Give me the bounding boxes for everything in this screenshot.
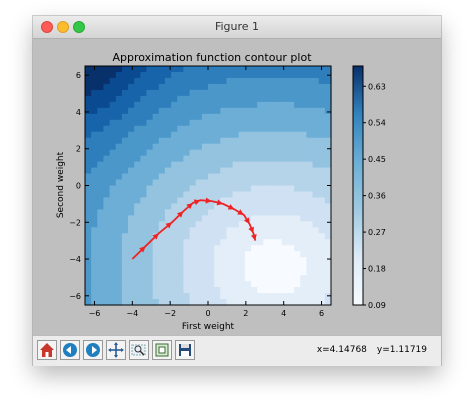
navigation-toolbar: x=4.14768 y=1.11719 (33, 335, 441, 366)
colorbar-tick-label: 0.09 (368, 301, 386, 310)
x-coordinate-readout: x=4.14768 (316, 345, 367, 355)
floppy-disk-icon (175, 340, 195, 360)
x-tick-label: −4 (126, 309, 138, 318)
zoom-rectangle-icon (129, 340, 149, 360)
colorbar-tick-label: 0.27 (368, 228, 386, 237)
window-title: Figure 1 (214, 20, 260, 33)
path-arrowhead (165, 222, 173, 229)
path-arrowhead (243, 217, 250, 225)
path-arrowhead (248, 226, 254, 234)
y-axis-label: Second weight (56, 151, 66, 218)
path-arrowhead (139, 246, 146, 253)
path-arrowhead (177, 211, 184, 218)
path-arrowhead (205, 197, 212, 204)
path-arrowhead (227, 204, 235, 210)
chart-title: Approximation function contour plot (112, 51, 312, 64)
back-button[interactable] (60, 340, 80, 360)
maximize-button[interactable] (73, 21, 85, 33)
path-arrowhead (216, 199, 224, 206)
subplots-icon (152, 340, 172, 360)
configure-subplots-button[interactable] (152, 340, 172, 360)
colorbar-tick-label: 0.18 (368, 265, 386, 274)
zoom-button[interactable] (129, 340, 149, 360)
y-coordinate-readout: y=1.11719 (376, 345, 427, 355)
contour-figure[interactable]: Approximation function contour plot −6 −4… (33, 39, 441, 335)
minimize-button[interactable] (57, 21, 69, 33)
save-button[interactable] (175, 340, 195, 360)
back-arrow-icon (60, 340, 80, 360)
y-tick-label: 0 (76, 182, 81, 191)
x-tick-label: −2 (164, 309, 176, 318)
y-tick-label: 2 (76, 145, 81, 154)
colorbar-ticks: 0.09 0.18 0.27 0.36 0.45 0.54 0.63 (363, 82, 386, 310)
x-axis-label: First weight (182, 322, 235, 332)
colorbar-tick-label: 0.54 (368, 119, 386, 128)
path-arrowhead (193, 199, 201, 206)
pan-arrows-icon (106, 340, 126, 360)
y-axis-ticks: −6 −4 −2 0 2 4 6 (69, 71, 331, 301)
home-button[interactable] (37, 340, 57, 360)
colorbar-tick-label: 0.63 (368, 82, 386, 91)
path-arrowhead (152, 233, 159, 240)
x-tick-label: 0 (205, 309, 210, 318)
figure-window: Figure 1 Approximation function contour … (33, 16, 441, 366)
x-tick-label: 6 (319, 309, 324, 318)
home-icon (37, 340, 57, 360)
colorbar-tick-label: 0.36 (368, 192, 386, 201)
x-tick-label: −6 (89, 309, 101, 318)
close-button[interactable] (41, 21, 53, 33)
y-tick-label: −6 (69, 292, 81, 301)
figure-canvas[interactable]: Approximation function contour plot −6 −4… (33, 39, 441, 335)
path-arrowhead (186, 202, 193, 210)
colorbar-tick-label: 0.45 (368, 155, 386, 164)
y-tick-label: −4 (69, 255, 81, 264)
gradient-descent-path (131, 197, 257, 260)
colorbar (352, 65, 364, 306)
x-tick-label: 4 (281, 309, 286, 318)
y-tick-label: −2 (69, 218, 81, 227)
pan-button[interactable] (106, 340, 126, 360)
path-arrowhead (250, 234, 257, 241)
x-axis-ticks: −6 −4 −2 0 2 4 6 (89, 66, 324, 318)
contour-fill (85, 66, 332, 306)
forward-arrow-icon (83, 340, 103, 360)
y-tick-label: 4 (76, 108, 81, 117)
y-tick-label: 6 (76, 71, 81, 80)
path-arrowhead (237, 209, 244, 215)
forward-button[interactable] (83, 340, 103, 360)
x-tick-label: 2 (243, 309, 248, 318)
title-bar: Figure 1 (33, 16, 441, 39)
cursor-coordinates: x=4.14768 y=1.11719 (307, 345, 427, 355)
